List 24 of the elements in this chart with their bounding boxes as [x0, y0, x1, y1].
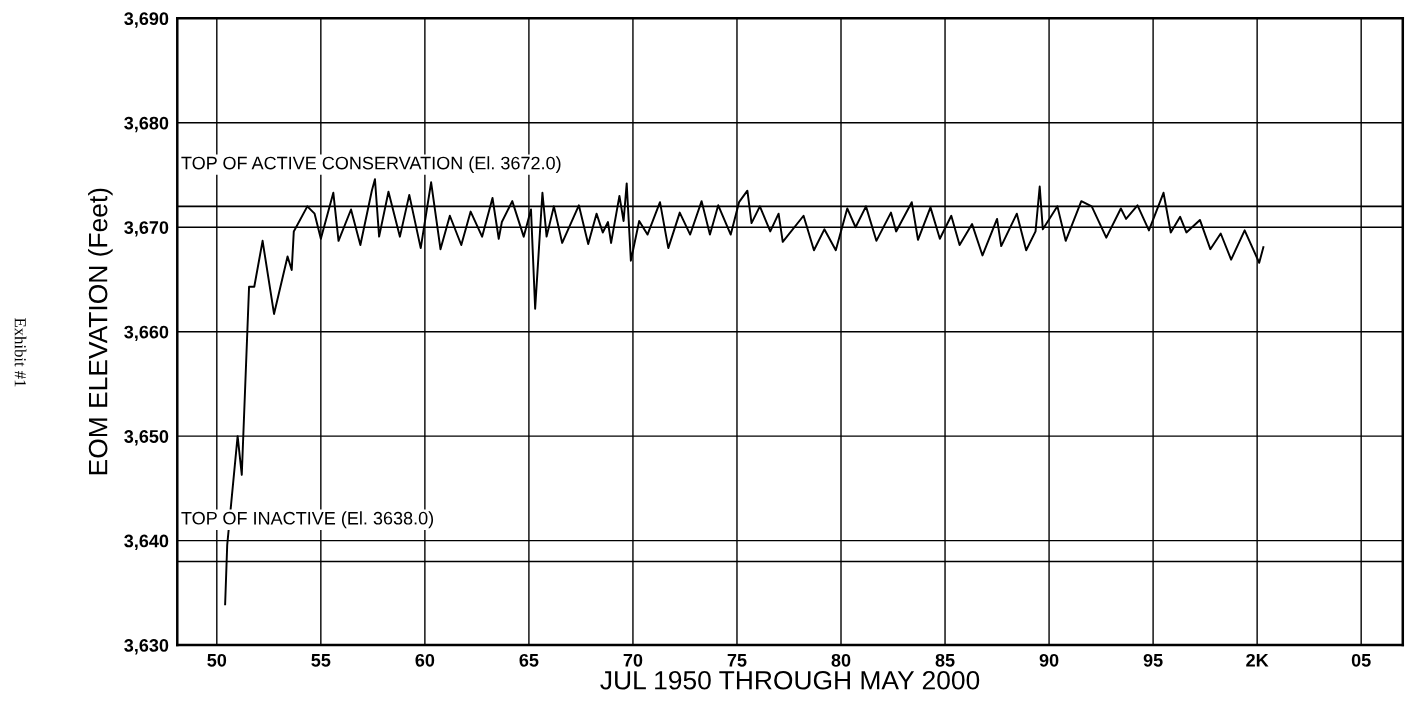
y-tick-label: 3,630 [124, 639, 169, 655]
y-tick-label: 3,670 [124, 221, 169, 237]
y-axis-title: EOM ELEVATION (Feet) [88, 188, 113, 475]
x-tick-label: 50 [207, 653, 227, 667]
x-tick-label: 55 [311, 654, 331, 667]
y-tick-label: 3,650 [124, 430, 169, 446]
y-tick-label: 3,660 [124, 325, 169, 342]
x-tick-label: 90 [1039, 653, 1059, 667]
x-tick-label: 60 [415, 653, 435, 667]
text: Exhibit #1 [14, 318, 27, 387]
x-tick-label: 2K [1246, 653, 1269, 667]
x-tick-label: 80 [831, 653, 851, 667]
x-tick-label: 70 [623, 653, 643, 667]
x-axis-title: JUL 1950 THROUGH MAY 2000 [600, 670, 980, 690]
y-tick-label: 3,690 [124, 12, 169, 28]
x-tick-label: 65 [519, 653, 539, 667]
ref-line-label: TOP OF INACTIVE (El. 3638.0) [181, 511, 434, 529]
y-tick-label: 3,640 [124, 534, 169, 550]
ref-line-label: TOP OF ACTIVE CONSERVATION (El. 3672.0) [181, 156, 561, 174]
x-tick-label: 05 [1351, 653, 1371, 667]
x-tick-label: 75 [727, 654, 747, 667]
y-tick-label: 3,680 [124, 116, 169, 133]
x-tick-label: 85 [935, 653, 955, 667]
x-tick-label: 95 [1143, 653, 1163, 667]
